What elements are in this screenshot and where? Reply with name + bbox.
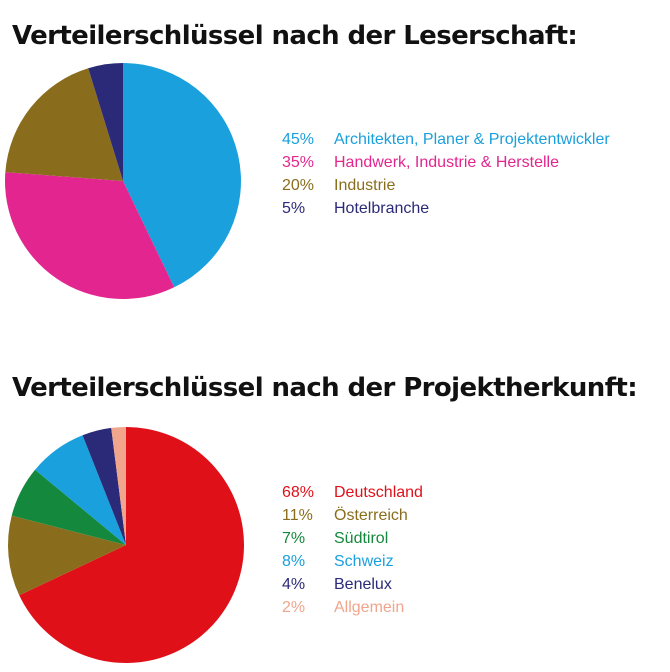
chart-title-projektherkunft: Verteilerschlüssel nach der Projektherku… — [12, 373, 638, 403]
pie-slice-allgemein — [111, 427, 126, 545]
pie-slice-osterreich — [8, 515, 127, 596]
pie-slice-architekten-planer-projektentwickler — [123, 63, 241, 288]
pie-slice-deutschland — [19, 427, 245, 663]
legend-percent: 8% — [282, 553, 306, 570]
legend-percent: 35% — [282, 154, 315, 171]
legend-label: Österreich — [334, 507, 408, 524]
legend-percent: 7% — [282, 530, 306, 547]
legend-item-allgemein: 2% Allgemein — [282, 596, 423, 619]
legend-percent: 45% — [282, 131, 315, 148]
legend-label: Handwerk, Industrie & Herstelle — [334, 154, 559, 171]
legend-percent: 2% — [282, 599, 306, 616]
pie-slice-benelux — [82, 427, 126, 545]
pie-slice-handwerk-industrie-herstelle — [5, 172, 175, 299]
legend-label: Industrie — [334, 177, 396, 194]
legend-percent: 4% — [282, 576, 306, 593]
legend-item-osterreich: 11% Österreich — [282, 504, 423, 527]
pie-slice-hotelbranche — [88, 63, 123, 181]
legend-item-deutschland: 68% Deutschland — [282, 481, 423, 504]
pie-slice-industrie — [5, 68, 123, 181]
pie-slice-schweiz — [35, 435, 126, 545]
pie-slice-sudtirol — [11, 469, 127, 545]
legend-projektherkunft: 68% Deutschland 11% Österreich 7% Südtirol 8% S… — [282, 481, 423, 619]
legend-label: Schweiz — [334, 553, 394, 570]
legend-item-handwerk-industrie-herstelle: 35% Handwerk, Industrie & Herstelle — [282, 151, 610, 174]
legend-percent: 20% — [282, 177, 315, 194]
pie-chart-projektherkunft — [8, 427, 245, 663]
legend-item-industrie: 20% Industrie — [282, 174, 610, 197]
legend-item-schweiz: 8% Schweiz — [282, 550, 423, 573]
legend-percent: 68% — [282, 484, 315, 501]
legend-item-benelux: 4% Benelux — [282, 573, 423, 596]
legend-label: Architekten, Planer & Projektentwickler — [334, 131, 610, 148]
legend-leserschaft: 45% Architekten, Planer & Projektentwickl… — [282, 128, 610, 220]
legend-label: Hotelbranche — [334, 200, 430, 217]
chart-title-leserschaft: Verteilerschlüssel nach der Leserschaft: — [12, 21, 578, 51]
legend-label: Benelux — [334, 576, 392, 593]
pie-chart-leserschaft — [5, 63, 241, 299]
legend-label: Südtirol — [334, 530, 389, 547]
legend-item-sudtirol: 7% Südtirol — [282, 527, 423, 550]
legend-percent: 5% — [282, 200, 306, 217]
legend-item-hotelbranche: 5% Hotelbranche — [282, 197, 610, 220]
legend-percent: 11% — [282, 507, 313, 524]
legend-item-architekten-planer-projektentwickler: 45% Architekten, Planer & Projektentwickl… — [282, 128, 610, 151]
legend-label: Allgemein — [334, 599, 405, 616]
legend-label: Deutschland — [334, 484, 423, 501]
